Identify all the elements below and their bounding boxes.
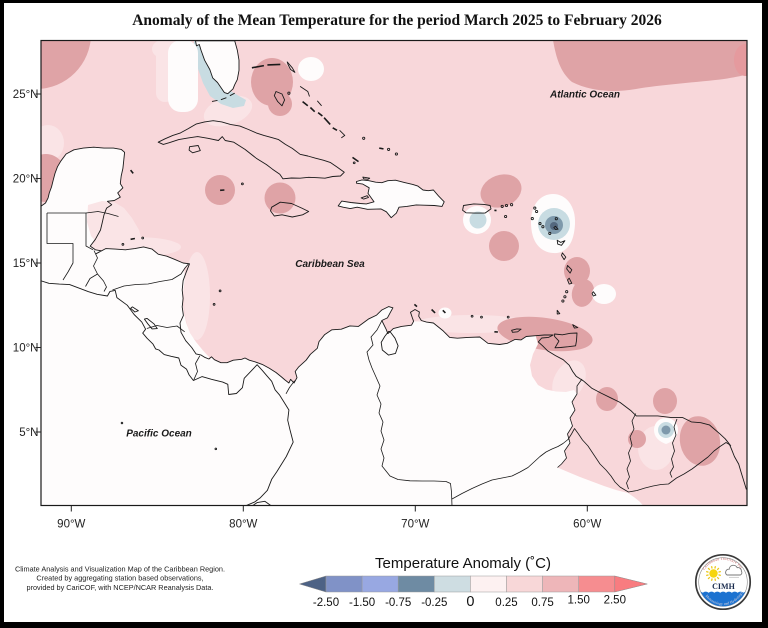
svg-text:60°W: 60°W <box>573 519 601 531</box>
svg-text:-0.25: -0.25 <box>421 597 447 609</box>
svg-text:Caribbean Sea: Caribbean Sea <box>295 259 365 270</box>
svg-text:20°N: 20°N <box>13 174 39 186</box>
svg-text:0.75: 0.75 <box>531 597 553 609</box>
svg-text:0: 0 <box>466 594 474 610</box>
svg-text:80°W: 80°W <box>229 519 257 531</box>
svg-text:Anomaly of the Mean Temperatur: Anomaly of the Mean Temperature for the … <box>132 12 662 29</box>
svg-text:0.25: 0.25 <box>495 597 517 609</box>
svg-text:15°N: 15°N <box>13 258 39 270</box>
svg-text:Atlantic Ocean: Atlantic Ocean <box>549 90 620 101</box>
svg-text:-0.75: -0.75 <box>385 597 411 609</box>
svg-text:-2.50: -2.50 <box>313 597 339 609</box>
svg-text:CIMH: CIMH <box>712 582 735 591</box>
svg-text:-1.50: -1.50 <box>349 597 375 609</box>
svg-text:2.50: 2.50 <box>604 595 626 607</box>
svg-text:Climate Analysis and Visualiza: Climate Analysis and Visualization Map o… <box>15 565 225 574</box>
svg-text:90°W: 90°W <box>57 519 85 531</box>
svg-text:1.50: 1.50 <box>568 595 590 607</box>
svg-text:provided by CariCOF, with NCEP: provided by CariCOF, with NCEP/NCAR Rean… <box>27 583 214 592</box>
svg-text:70°W: 70°W <box>401 519 429 531</box>
svg-text:10°N: 10°N <box>13 343 39 355</box>
svg-text:5°N: 5°N <box>19 427 38 439</box>
svg-text:25°N: 25°N <box>13 89 39 101</box>
svg-text:Temperature Anomaly (˚C): Temperature Anomaly (˚C) <box>375 555 551 572</box>
svg-text:Created by aggregating station: Created by aggregating station based obs… <box>36 574 203 583</box>
svg-text:Pacific Ocean: Pacific Ocean <box>126 429 192 440</box>
